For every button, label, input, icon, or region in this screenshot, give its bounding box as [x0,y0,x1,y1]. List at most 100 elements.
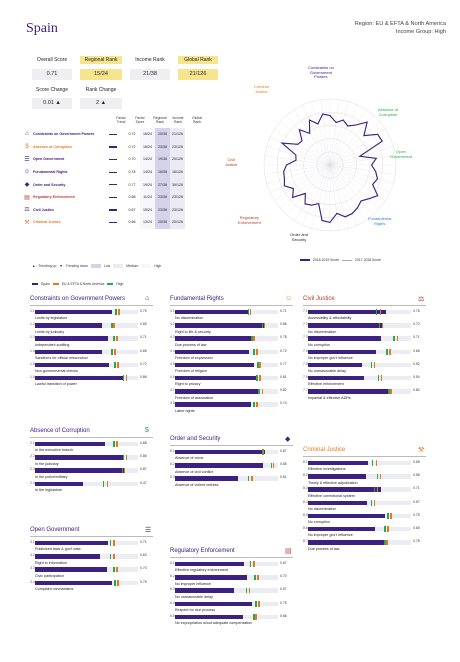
factor-name: Civil Justice [33,207,54,212]
high-income-marker [253,401,255,408]
factor-score: 0.72 [128,132,136,137]
sub-factor-label: Lawful transition of power [35,382,77,387]
sub-factor-row: 7.1 0.76 Accessibility & affordability [303,309,423,323]
sub-factor-number: 8.3 [303,486,308,491]
rank-change-label: Rank Change [85,87,117,93]
spain-swatch [32,283,38,285]
radar-axis-label: Civil Justice [225,157,238,167]
sub-factor-number: 8.5 [303,512,308,517]
region-marker [390,513,392,519]
rank-change-value: 2 [95,100,100,106]
factor-score: 0.77 [128,182,136,187]
sub-factor-row: 2.4 0.47 In the legislature [30,481,150,495]
sub-factor-number: 7.5 [303,361,308,366]
legend-2019-line [300,259,310,261]
sub-factor-label: No expropriation w/out adequate compensa… [175,621,253,626]
trend-flat-icon [109,146,117,148]
score-bar-track [308,473,411,480]
high-income-marker [110,540,112,546]
sub-factor-label: Freedom of association [175,395,214,400]
section-divider [30,305,153,306]
score-bar-track [308,309,411,315]
sub-factor-score: 0.87 [280,449,287,453]
factor-trend [102,204,124,217]
high-income-marker [256,375,258,381]
region-marker [263,322,265,329]
section-title: Constraints on Government Powers [30,296,126,302]
factor-income-rank: 20/38 [155,128,170,141]
sub-factor-number: 1.2 [30,322,35,327]
sub-factor-number: 4.5 [170,361,175,366]
score-bar-track [175,388,278,395]
score-bar-track [308,349,411,355]
score-bar-fill [175,601,253,606]
sub-factor-label: Impartial & effective ADRs [308,395,351,400]
region-marker [107,481,109,487]
factor-score: 0.67 [128,207,136,212]
radar-spoke [280,164,331,209]
sub-factor-row: 8.2 0.56 Timely & effective adjudication [303,473,423,487]
triangle-up-icon: ▲ [100,100,107,106]
income-group-label: Income Group: [395,29,433,35]
region-marker [386,539,388,546]
sub-factor-label: Non-governmental checks [35,369,78,374]
region-marker [261,388,263,395]
sub-factor-label: Sanctions for official misconduct [35,355,88,360]
high-income-marker [378,375,380,381]
radar-axis-label: Order and Security [290,232,309,242]
sub-factor-label: No improper influence [175,581,212,586]
sub-factor-number: 2.3 [30,467,35,472]
sub-factor-label: Freedom of expression [175,355,213,360]
high-income-marker [379,322,381,329]
high-income-marker [111,349,113,355]
score-bar-fill [175,450,265,455]
high-income-marker [375,309,378,315]
sub-factor-number: 6.1 [170,561,175,565]
score-bar-fill [308,500,367,505]
sub-factor-score: 0.72 [413,322,420,327]
high-income-marker [261,322,263,329]
factor-global-rank: 23/126 [170,203,185,217]
regional-rank-label: Regional Rank [80,56,122,64]
region-marker [387,526,389,532]
high-income-marker [121,467,123,474]
sub-factor-number: 5.1 [170,449,175,453]
high-income-marker [253,614,255,620]
sub-factor-score: 0.75 [140,309,147,313]
region-marker [250,309,252,315]
high-income-swatch [107,283,114,285]
score-bar-track [175,335,278,342]
score-bar-fill [35,554,100,559]
trend-legend: ▲ Trending up ▼ Trending down Low Medium H… [32,264,161,268]
sub-factor-label: In the legislature [35,487,63,492]
factor-row: ☰ Open Government 0.70 14/24 19/38 20/126 [22,153,185,166]
factor-global-rank: 20/126 [170,153,185,166]
sub-factor-label: No unreasonable delay [308,369,346,374]
gavel-icon: ⚒ [24,219,30,226]
score-bar-track [35,322,138,329]
radar-chart [263,98,397,232]
factor-global-rank: 21/126 [170,128,185,141]
radar-spoke [286,164,331,215]
radar-spoke [302,104,331,166]
high-income-marker [386,349,388,355]
sub-factor-label: Publicized laws & gov't data [35,547,81,552]
radar-spoke [329,101,349,166]
region-marker [117,580,119,586]
score-bar-fill [308,487,382,492]
radar-spoke [329,146,394,166]
section-divider [170,445,293,446]
factor-regional-rank: 15/24 [140,203,155,217]
factor-regional-rank: 14/24 [140,165,155,179]
sub-factor-row: 5.3 0.61 Absence of violent redress [170,475,290,489]
region-marker [373,500,376,506]
high-income-marker [115,309,117,315]
score-bar-fill [175,376,259,381]
trend-down-label: Trending down [65,264,89,268]
sub-factor-number: 4.2 [170,322,175,327]
sub-factor-label: Due process of law [308,546,340,551]
sub-factor-score: 0.65 [140,348,147,353]
sub-factor-number: 1.5 [30,361,35,366]
high-income-marker [370,362,373,368]
high-label: High [154,264,162,268]
